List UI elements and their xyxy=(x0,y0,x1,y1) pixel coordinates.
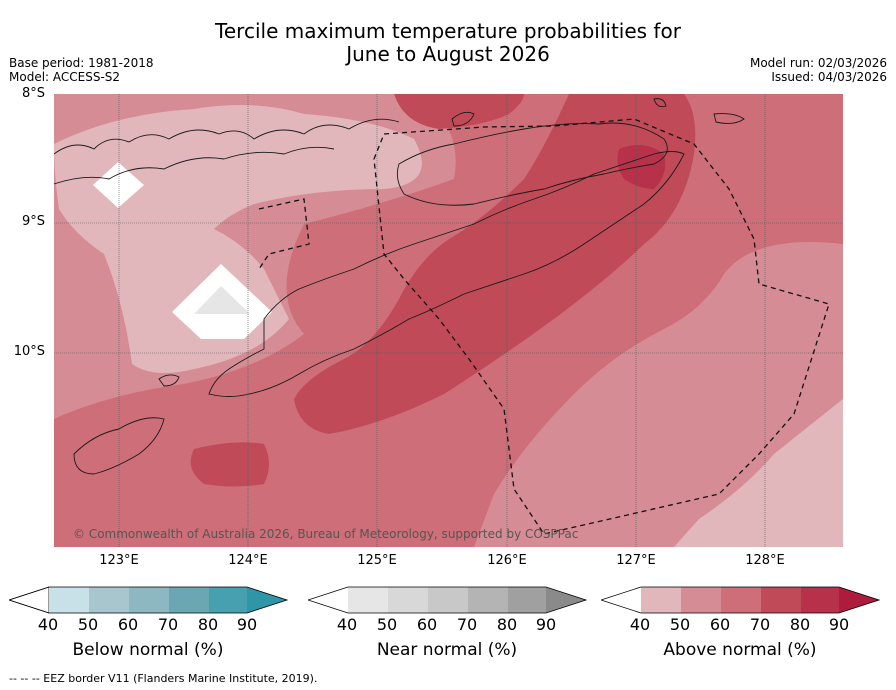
issued-date: Issued: 04/03/2026 xyxy=(771,70,887,84)
colorbar-near-max-triangle xyxy=(546,587,586,613)
title-line-1: Tercile maximum temperature probabilitie… xyxy=(215,19,681,43)
colorbar-below-normal xyxy=(9,586,289,614)
colorbar-above-tick-70: 70 xyxy=(749,615,771,634)
coastlines xyxy=(54,98,745,475)
zone-50-right xyxy=(474,242,843,547)
model-run: Model run: 02/03/2026 xyxy=(749,56,887,70)
colorbar-near-normal xyxy=(308,586,588,614)
lon-label-124e: 124°E xyxy=(228,553,268,568)
colorbar-above-min-triangle xyxy=(601,587,641,613)
colorbar-near-swatch-5 xyxy=(508,587,546,613)
lat-label-8s: 8°S xyxy=(21,86,45,101)
lon-label-127e: 127°E xyxy=(616,553,656,568)
title-line-2: June to August 2026 xyxy=(346,42,550,66)
copyright-credit: © Commonwealth of Australia 2026, Bureau… xyxy=(73,527,578,541)
zone-near-normal-patch xyxy=(194,286,250,314)
colorbar-below-tick-40: 40 xyxy=(37,615,59,634)
colorbar-above-tick-80: 80 xyxy=(789,615,811,634)
colorbar-above-title: Above normal (%) xyxy=(663,640,817,660)
meta-right: Model run: 02/03/2026 Issued: 04/03/2026 xyxy=(750,56,887,84)
map-canvas: © Commonwealth of Australia 2026, Bureau… xyxy=(54,94,843,547)
coast-savu xyxy=(158,374,180,387)
colorbar-near-swatch-4 xyxy=(468,587,508,613)
zone-70-ridge xyxy=(294,94,696,434)
colorbar-near-title: Near normal (%) xyxy=(376,640,518,660)
eez-footnote: -- -- -- EEZ border V11 (Flanders Marine… xyxy=(9,672,318,685)
colorbar-above-normal xyxy=(601,586,881,614)
colorbar-below-swatch-5 xyxy=(209,587,247,613)
colorbar-above-swatch-1 xyxy=(641,587,681,613)
colorbar-below-swatch-2 xyxy=(89,587,129,613)
colorbar-near-tick-60: 60 xyxy=(416,615,438,634)
colorbar-below-min-triangle xyxy=(9,586,50,614)
colorbar-below-tick-80: 80 xyxy=(197,615,219,634)
colorbar-above-tick-60: 60 xyxy=(709,615,731,634)
lon-label-128e: 128°E xyxy=(745,553,785,568)
colorbar-near-min-triangle xyxy=(308,587,348,613)
colorbar-near-tick-70: 70 xyxy=(456,615,478,634)
coast-sumba xyxy=(73,417,165,475)
model-name: Model: ACCESS-S2 xyxy=(9,70,121,84)
colorbar-above-swatch-4 xyxy=(761,587,801,613)
lon-label-126e: 126°E xyxy=(487,553,527,568)
meta-left: Base period: 1981-2018 Model: ACCESS-S2 xyxy=(9,56,154,84)
colorbar-near-tick-40: 40 xyxy=(336,615,358,634)
colorbar-above-max-triangle xyxy=(839,587,879,613)
lat-label-9s: 9°S xyxy=(21,214,45,229)
colorbar-above-tick-90: 90 xyxy=(828,615,850,634)
colorbar-near-swatch-3 xyxy=(428,587,468,613)
colorbar-above-tick-50: 50 xyxy=(669,615,691,634)
colorbar-near-tick-80: 80 xyxy=(496,615,518,634)
lat-label-10s: 10°S xyxy=(13,344,45,359)
colorbar-below-tick-50: 50 xyxy=(77,615,99,634)
colorbar-near-swatch-2 xyxy=(388,587,428,613)
zone-80-core xyxy=(617,145,666,189)
coast-flores-alor xyxy=(54,118,400,185)
eez-border xyxy=(258,118,830,535)
colorbar-above-swatch-5 xyxy=(801,587,839,613)
base-period: Base period: 1981-2018 xyxy=(9,56,154,70)
zone-40-upper-left xyxy=(54,105,422,373)
colorbar-near-swatch-1 xyxy=(348,587,388,613)
colorbar-below-title: Below normal (%) xyxy=(72,640,224,660)
zone-70-bottom-left xyxy=(190,442,269,487)
gridlines xyxy=(54,94,843,547)
map-title: Tercile maximum temperature probabilitie… xyxy=(0,20,896,66)
colorbar-below-tick-70: 70 xyxy=(157,615,179,634)
colorbar-above-swatch-3 xyxy=(721,587,761,613)
zone-blank-small xyxy=(93,162,144,208)
colorbar-below-tick-60: 60 xyxy=(117,615,139,634)
colorbar-below-tick-90: 90 xyxy=(236,615,258,634)
colorbar-near-tick-90: 90 xyxy=(535,615,557,634)
colorbar-below-max-triangle xyxy=(247,587,287,613)
colorbar-below-swatch-4 xyxy=(169,587,209,613)
colorbar-above-tick-40: 40 xyxy=(629,615,651,634)
colorbar-below-swatch-1 xyxy=(49,587,89,613)
zone-70-top xyxy=(394,94,524,129)
colorbar-near-tick-50: 50 xyxy=(376,615,398,634)
coast-top-islands xyxy=(451,98,745,127)
colorbar-above-swatch-2 xyxy=(681,587,721,613)
coast-timor xyxy=(208,151,685,397)
coast-wetar xyxy=(396,122,668,206)
lon-label-123e: 123°E xyxy=(99,553,139,568)
lon-label-125e: 125°E xyxy=(357,553,397,568)
colorbar-below-swatch-3 xyxy=(129,587,169,613)
zone-40-lower-right xyxy=(674,399,843,547)
